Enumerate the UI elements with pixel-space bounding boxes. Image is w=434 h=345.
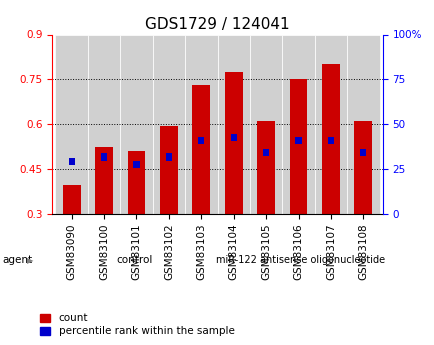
Title: GDS1729 / 124041: GDS1729 / 124041 xyxy=(145,17,289,32)
Text: miR-122 antisense oligonucleotide: miR-122 antisense oligonucleotide xyxy=(215,255,384,265)
FancyBboxPatch shape xyxy=(120,34,152,214)
Bar xyxy=(295,137,301,144)
Bar xyxy=(160,126,178,214)
FancyBboxPatch shape xyxy=(55,34,88,214)
Text: control: control xyxy=(116,255,153,265)
FancyBboxPatch shape xyxy=(217,34,250,214)
Text: agent: agent xyxy=(2,256,32,265)
Text: ▶: ▶ xyxy=(27,256,34,265)
Bar xyxy=(165,153,171,161)
FancyBboxPatch shape xyxy=(152,34,184,214)
Bar xyxy=(133,161,139,168)
Bar xyxy=(289,79,307,214)
FancyBboxPatch shape xyxy=(282,34,314,214)
Legend: count, percentile rank within the sample: count, percentile rank within the sample xyxy=(40,313,234,336)
FancyBboxPatch shape xyxy=(250,34,282,214)
Bar xyxy=(95,147,113,214)
Bar xyxy=(263,149,269,156)
Bar xyxy=(230,134,236,141)
FancyBboxPatch shape xyxy=(184,34,217,214)
Bar xyxy=(62,186,80,214)
Bar xyxy=(192,85,210,214)
Bar xyxy=(69,158,75,165)
FancyBboxPatch shape xyxy=(314,34,346,214)
Bar xyxy=(198,137,204,144)
FancyBboxPatch shape xyxy=(88,34,120,214)
Bar xyxy=(101,153,107,161)
Bar xyxy=(256,121,274,214)
Bar xyxy=(354,121,372,214)
Bar xyxy=(359,149,365,156)
FancyBboxPatch shape xyxy=(346,34,379,214)
Bar xyxy=(321,65,339,214)
Bar xyxy=(224,72,242,214)
Bar xyxy=(127,151,145,214)
Bar xyxy=(327,137,333,144)
